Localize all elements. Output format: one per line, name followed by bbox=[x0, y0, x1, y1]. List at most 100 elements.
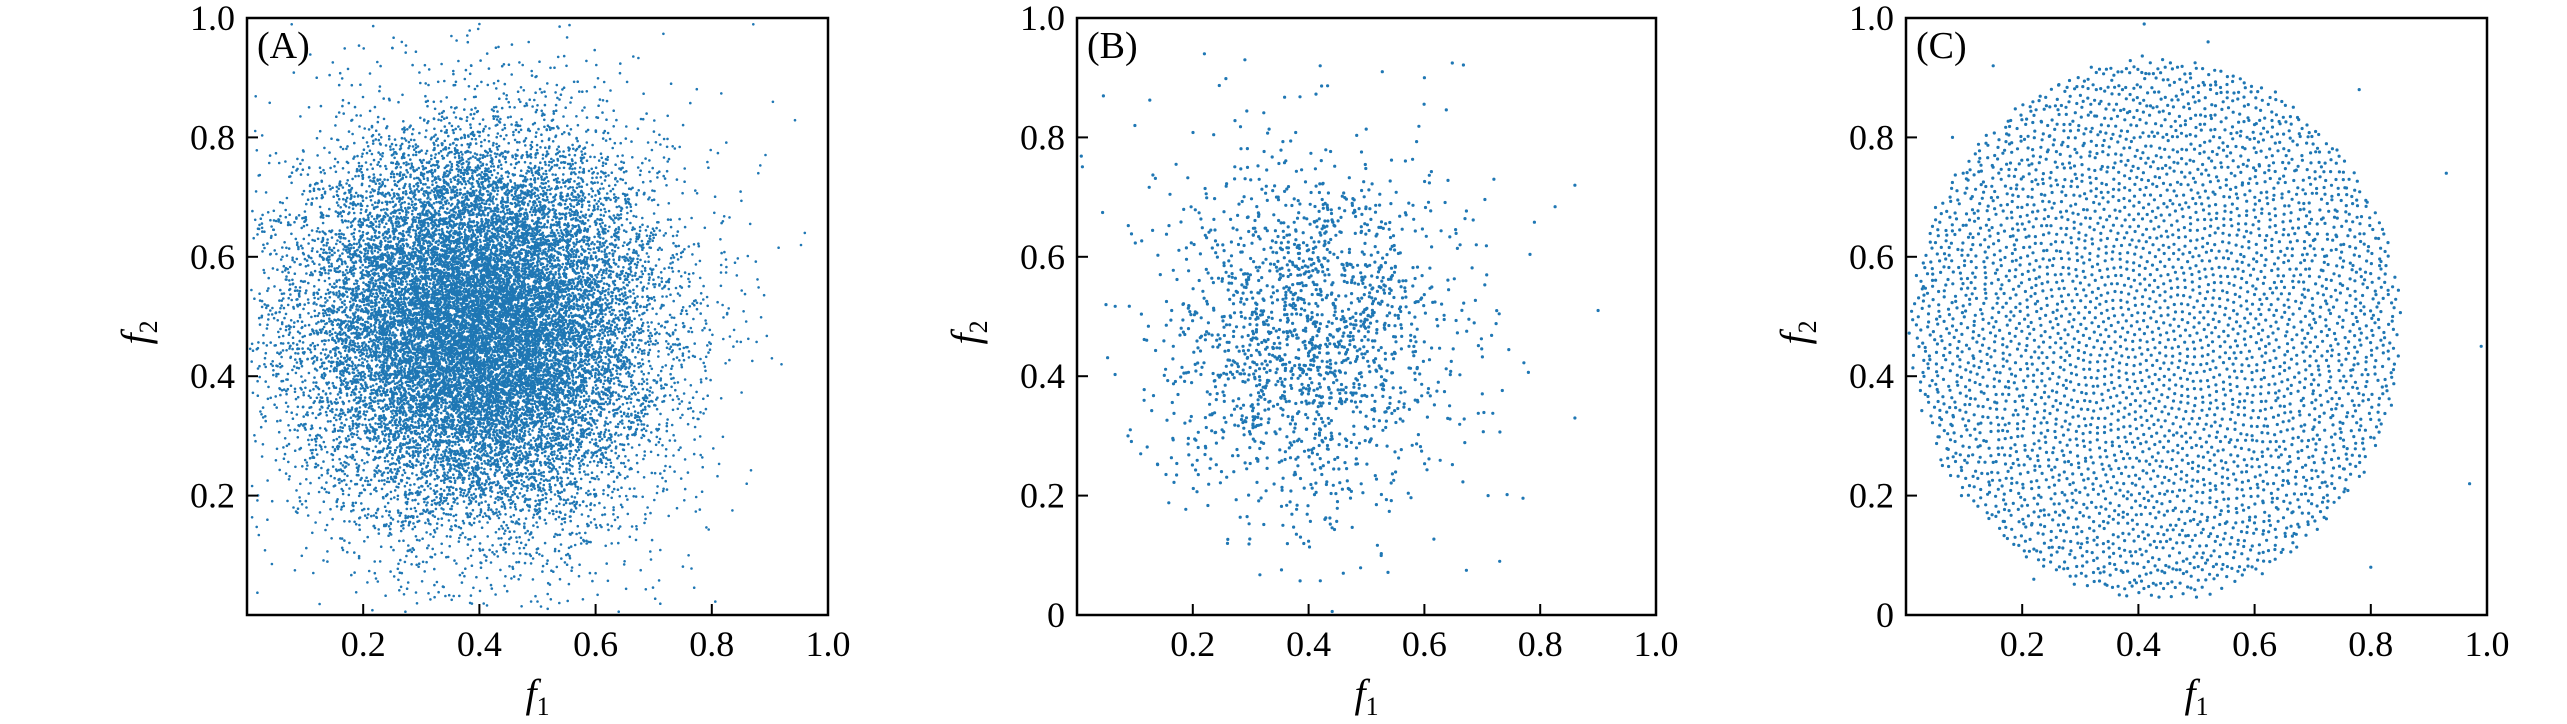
scatter-point bbox=[416, 177, 419, 180]
scatter-point bbox=[430, 473, 433, 476]
scatter-point bbox=[576, 287, 579, 290]
scatter-point bbox=[552, 110, 555, 113]
scatter-point bbox=[679, 294, 682, 297]
scatter-point bbox=[643, 476, 646, 479]
scatter-point bbox=[320, 171, 323, 174]
scatter-point bbox=[548, 185, 551, 188]
scatter-point bbox=[468, 477, 471, 480]
scatter-point bbox=[674, 389, 677, 392]
scatter-point bbox=[447, 135, 450, 138]
scatter-point bbox=[518, 536, 521, 539]
scatter-point bbox=[320, 358, 323, 361]
scatter-point bbox=[590, 326, 593, 329]
scatter-point bbox=[413, 185, 416, 188]
scatter-point bbox=[661, 400, 664, 403]
scatter-point bbox=[299, 316, 302, 319]
scatter-point bbox=[649, 386, 652, 389]
scatter-point bbox=[316, 230, 319, 233]
scatter-point bbox=[366, 141, 369, 144]
scatter-point bbox=[545, 128, 548, 131]
scatter-point bbox=[339, 146, 342, 149]
scatter-point bbox=[435, 508, 438, 511]
scatter-point bbox=[444, 125, 447, 128]
scatter-point bbox=[546, 559, 549, 562]
scatter-point bbox=[562, 297, 565, 300]
scatter-point bbox=[663, 395, 666, 398]
scatter-point bbox=[301, 555, 304, 558]
scatter-point bbox=[699, 454, 702, 457]
scatter-point bbox=[328, 151, 331, 154]
scatter-point bbox=[305, 265, 308, 268]
scatter-point bbox=[616, 457, 619, 460]
scatter-point bbox=[476, 169, 479, 172]
scatter-point bbox=[637, 57, 640, 60]
scatter-point bbox=[251, 516, 254, 519]
scatter-point bbox=[323, 500, 326, 503]
scatter-point bbox=[327, 420, 330, 423]
scatter-point bbox=[645, 306, 648, 309]
scatter-point bbox=[370, 389, 373, 392]
scatter-point bbox=[565, 502, 568, 505]
scatter-point bbox=[496, 193, 499, 196]
scatter-point bbox=[631, 275, 634, 278]
scatter-point bbox=[526, 489, 529, 492]
scatter-point bbox=[495, 87, 498, 90]
scatter-point bbox=[647, 255, 650, 258]
scatter-point bbox=[610, 450, 613, 453]
scatter-point bbox=[591, 580, 594, 583]
scatter-point bbox=[486, 52, 489, 55]
scatter-point bbox=[692, 318, 695, 321]
scatter-point bbox=[580, 266, 583, 269]
scatter-point bbox=[637, 412, 640, 415]
scatter-point bbox=[319, 206, 322, 209]
scatter-point bbox=[617, 238, 620, 241]
scatter-point bbox=[389, 201, 392, 204]
scatter-point bbox=[576, 140, 579, 143]
scatter-point bbox=[411, 437, 414, 440]
scatter-point bbox=[664, 232, 667, 235]
scatter-point bbox=[455, 519, 458, 522]
scatter-point bbox=[588, 290, 591, 293]
scatter-point bbox=[644, 157, 647, 160]
scatter-point bbox=[276, 420, 279, 423]
scatter-point bbox=[352, 502, 355, 505]
scatter-point bbox=[447, 202, 450, 205]
scatter-point bbox=[467, 322, 470, 325]
scatter-point bbox=[420, 226, 423, 229]
scatter-point bbox=[432, 453, 435, 456]
scatter-point bbox=[602, 187, 605, 190]
scatter-point bbox=[495, 198, 498, 201]
scatter-point bbox=[446, 207, 449, 210]
scatter-point bbox=[532, 524, 535, 527]
scatter-point bbox=[590, 168, 593, 171]
scatter-point bbox=[465, 160, 468, 163]
scatter-point bbox=[328, 491, 331, 494]
scatter-point bbox=[393, 176, 396, 179]
scatter-point bbox=[345, 182, 348, 185]
scatter-point bbox=[598, 271, 601, 274]
scatter-point bbox=[602, 362, 605, 365]
scatter-point bbox=[589, 481, 592, 484]
scatter-point bbox=[345, 269, 348, 272]
scatter-point bbox=[633, 487, 636, 490]
scatter-point bbox=[317, 315, 320, 318]
scatter-point bbox=[413, 148, 416, 151]
scatter-point bbox=[495, 136, 498, 139]
scatter-point bbox=[657, 355, 660, 358]
scatter-point bbox=[644, 513, 647, 516]
scatter-point bbox=[407, 581, 410, 584]
scatter-point bbox=[258, 376, 261, 379]
scatter-point bbox=[373, 239, 376, 242]
scatter-point bbox=[274, 233, 277, 236]
scatter-point bbox=[541, 167, 544, 170]
scatter-point bbox=[325, 491, 328, 494]
scatter-point bbox=[563, 504, 566, 507]
scatter-point bbox=[559, 578, 562, 581]
scatter-point bbox=[271, 563, 274, 566]
scatter-point bbox=[307, 312, 310, 315]
scatter-point bbox=[270, 225, 273, 228]
scatter-point bbox=[262, 406, 265, 409]
scatter-point bbox=[656, 176, 659, 179]
scatter-point bbox=[597, 461, 600, 464]
scatter-point bbox=[315, 417, 318, 420]
